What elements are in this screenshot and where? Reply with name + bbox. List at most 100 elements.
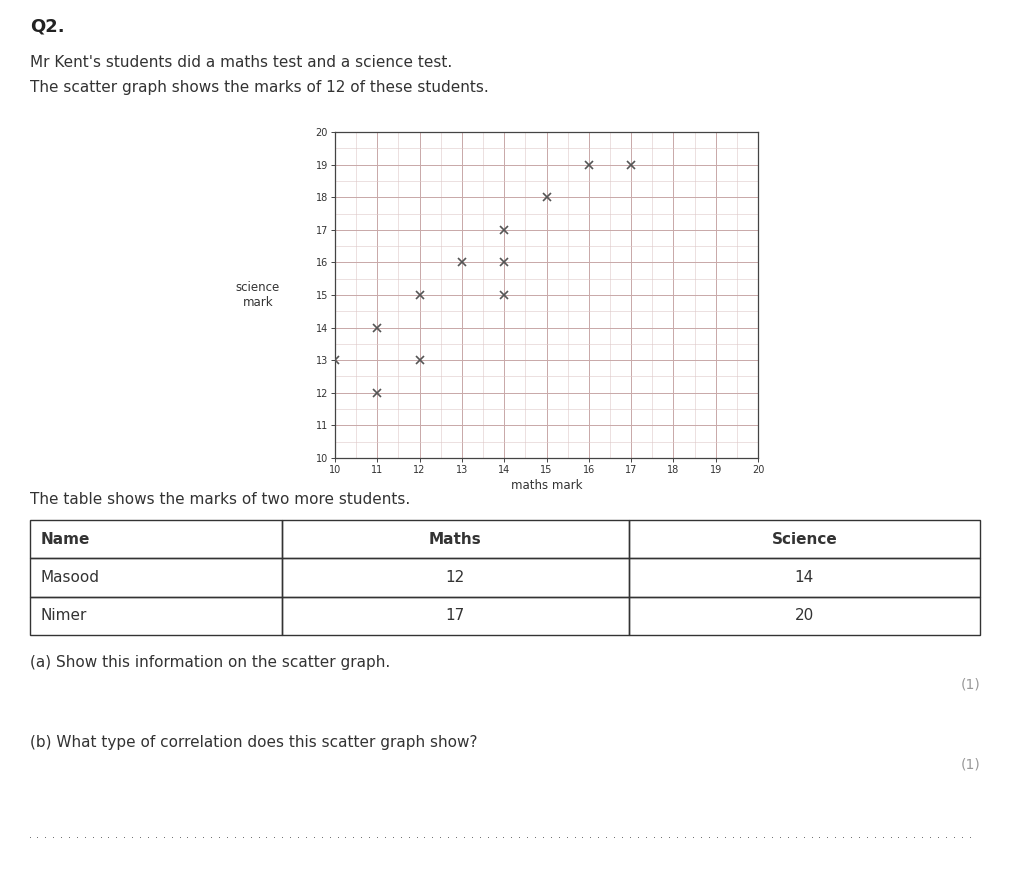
- Text: .: .: [660, 830, 664, 840]
- Text: .: .: [226, 830, 229, 840]
- Text: .: .: [819, 830, 822, 840]
- Text: .: .: [684, 830, 687, 840]
- Text: .: .: [384, 830, 387, 840]
- Text: .: .: [677, 830, 680, 840]
- Text: .: .: [313, 830, 316, 840]
- Text: .: .: [203, 830, 206, 840]
- Text: .: .: [147, 830, 150, 840]
- Text: .: .: [353, 830, 356, 840]
- Text: .: .: [858, 830, 861, 840]
- Text: .: .: [392, 830, 395, 840]
- Text: .: .: [921, 830, 924, 840]
- Text: .: .: [432, 830, 435, 840]
- Text: .: .: [344, 830, 347, 840]
- Text: .: .: [708, 830, 711, 840]
- Text: .: .: [526, 830, 529, 840]
- Text: .: .: [36, 830, 40, 840]
- Text: .: .: [873, 830, 876, 840]
- Text: .: .: [652, 830, 655, 840]
- Text: .: .: [716, 830, 719, 840]
- Text: .: .: [455, 830, 458, 840]
- Text: .: .: [440, 830, 443, 840]
- Y-axis label: science
mark: science mark: [236, 281, 280, 309]
- Text: .: .: [968, 830, 971, 840]
- Text: Name: Name: [41, 532, 89, 547]
- Text: .: .: [534, 830, 537, 840]
- Text: .: .: [550, 830, 553, 840]
- Text: .: .: [960, 830, 963, 840]
- Text: .: .: [945, 830, 948, 840]
- Text: .: .: [835, 830, 837, 840]
- Text: .: .: [305, 830, 308, 840]
- Text: 20: 20: [794, 608, 813, 623]
- Text: .: .: [511, 830, 514, 840]
- Text: .: .: [644, 830, 647, 840]
- Text: .: .: [328, 830, 331, 840]
- Text: .: .: [139, 830, 142, 840]
- Text: .: .: [519, 830, 522, 840]
- Text: .: .: [913, 830, 916, 840]
- Text: .: .: [68, 830, 71, 840]
- Text: .: .: [629, 830, 632, 840]
- Text: .: .: [423, 830, 426, 840]
- Text: .: .: [731, 830, 734, 840]
- Text: .: .: [155, 830, 158, 840]
- Text: .: .: [249, 830, 252, 840]
- Text: .: .: [795, 830, 797, 840]
- Text: .: .: [210, 830, 213, 840]
- Text: .: .: [361, 830, 364, 840]
- Text: Science: Science: [771, 532, 837, 547]
- Text: (1): (1): [960, 677, 980, 691]
- Text: .: .: [494, 830, 497, 840]
- Text: .: .: [850, 830, 853, 840]
- Text: .: .: [84, 830, 87, 840]
- Text: .: .: [45, 830, 48, 840]
- Text: .: .: [242, 830, 245, 840]
- Text: (a) Show this information on the scatter graph.: (a) Show this information on the scatter…: [30, 655, 390, 670]
- Text: .: .: [598, 830, 601, 840]
- Text: .: .: [581, 830, 585, 840]
- Text: .: .: [289, 830, 292, 840]
- Text: .: .: [194, 830, 198, 840]
- Text: .: .: [756, 830, 758, 840]
- X-axis label: maths mark: maths mark: [511, 479, 582, 492]
- Text: .: .: [700, 830, 703, 840]
- Text: .: .: [407, 830, 410, 840]
- Text: .: .: [115, 830, 119, 840]
- Text: .: .: [542, 830, 545, 840]
- Text: .: .: [124, 830, 127, 840]
- Text: .: .: [486, 830, 489, 840]
- Text: 17: 17: [446, 608, 465, 623]
- Text: .: .: [937, 830, 940, 840]
- Text: .: .: [107, 830, 110, 840]
- Text: .: .: [723, 830, 726, 840]
- Text: Maths: Maths: [428, 532, 481, 547]
- Text: Mr Kent's students did a maths test and a science test.: Mr Kent's students did a maths test and …: [30, 55, 452, 70]
- Text: .: .: [739, 830, 743, 840]
- Text: .: .: [763, 830, 766, 840]
- Text: .: .: [321, 830, 324, 840]
- Text: The table shows the marks of two more students.: The table shows the marks of two more st…: [30, 492, 410, 507]
- Text: Nimer: Nimer: [41, 608, 86, 623]
- Text: .: .: [463, 830, 466, 840]
- Text: 12: 12: [446, 570, 465, 585]
- Text: .: .: [605, 830, 608, 840]
- Text: .: .: [810, 830, 813, 840]
- Text: Masood: Masood: [41, 570, 99, 585]
- Text: .: .: [257, 830, 260, 840]
- Text: .: .: [565, 830, 568, 840]
- Text: .: .: [376, 830, 379, 840]
- Text: .: .: [779, 830, 782, 840]
- Text: .: .: [282, 830, 285, 840]
- Text: .: .: [929, 830, 932, 840]
- Text: .: .: [99, 830, 102, 840]
- Text: .: .: [471, 830, 474, 840]
- Text: .: .: [787, 830, 790, 840]
- Text: .: .: [186, 830, 189, 840]
- Text: .: .: [76, 830, 79, 840]
- Text: .: .: [692, 830, 695, 840]
- Text: .: .: [802, 830, 805, 840]
- Text: Q2.: Q2.: [30, 18, 65, 36]
- Text: .: .: [53, 830, 55, 840]
- Text: .: .: [621, 830, 624, 840]
